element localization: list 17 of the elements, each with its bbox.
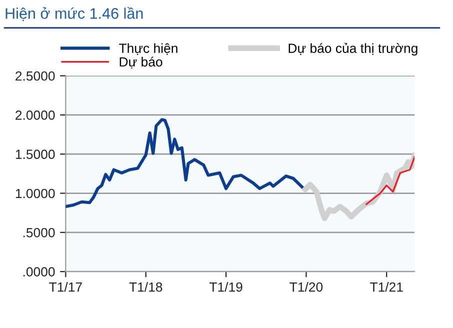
x-tick-label: T1/17 — [49, 282, 82, 292]
chart-title: Hiện ở mức 1.46 lần — [6, 6, 143, 22]
x-tick-label: T1/20 — [290, 282, 323, 292]
legend-label: Dự báo — [120, 56, 162, 68]
x-tick-label: T1/18 — [129, 282, 162, 292]
x-tick-label: T1/21 — [370, 282, 403, 292]
legend-label: Dự báo của thị trường — [288, 42, 418, 56]
line-series — [366, 156, 414, 206]
y-tick-label: 1.0000 — [16, 188, 55, 198]
y-tick-label: 2.5000 — [16, 71, 55, 81]
y-tick-label: .0000 — [23, 267, 55, 276]
y-tick-label: 1.5000 — [16, 150, 55, 160]
legend-label: Thực hiện — [119, 43, 178, 55]
y-tick-label: .5000 — [23, 228, 55, 238]
x-tick-label: T1/19 — [209, 282, 242, 292]
y-tick-label: 2.0000 — [16, 110, 55, 120]
line-series — [66, 118, 306, 208]
